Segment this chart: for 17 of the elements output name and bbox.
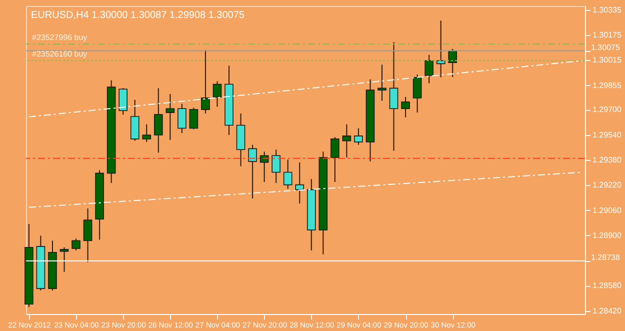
- y-tick-label: 1.29060: [592, 206, 622, 215]
- y-tick-label: 1.29855: [592, 80, 622, 90]
- y-tick-label: 1.29540: [592, 130, 622, 140]
- y-tick-label: 1.29220: [592, 180, 622, 190]
- ref-line-label: 1.28738: [591, 252, 620, 262]
- y-tick-label: 1.30175: [592, 30, 622, 40]
- y-tick-label: 1.29380: [592, 156, 622, 164]
- ref-line-label: 1.30075: [591, 42, 620, 52]
- y-tick-label: 1.28580: [592, 281, 622, 290]
- ref-line-label: #23527996 buy: [32, 33, 88, 42]
- y-tick-label: 1.28900: [592, 230, 622, 240]
- y-tick-label: 1.30335: [592, 5, 622, 14]
- ref-line-label: #23526160 buy: [32, 50, 88, 59]
- y-tick-label: 1.30015: [592, 56, 622, 65]
- y-tick-label: 1.28420: [592, 306, 622, 316]
- y-tick-label: 1.29700: [592, 105, 622, 114]
- chart-title: EURUSD,H4 1.30000 1.30087 1.29908 1.30075: [31, 10, 245, 21]
